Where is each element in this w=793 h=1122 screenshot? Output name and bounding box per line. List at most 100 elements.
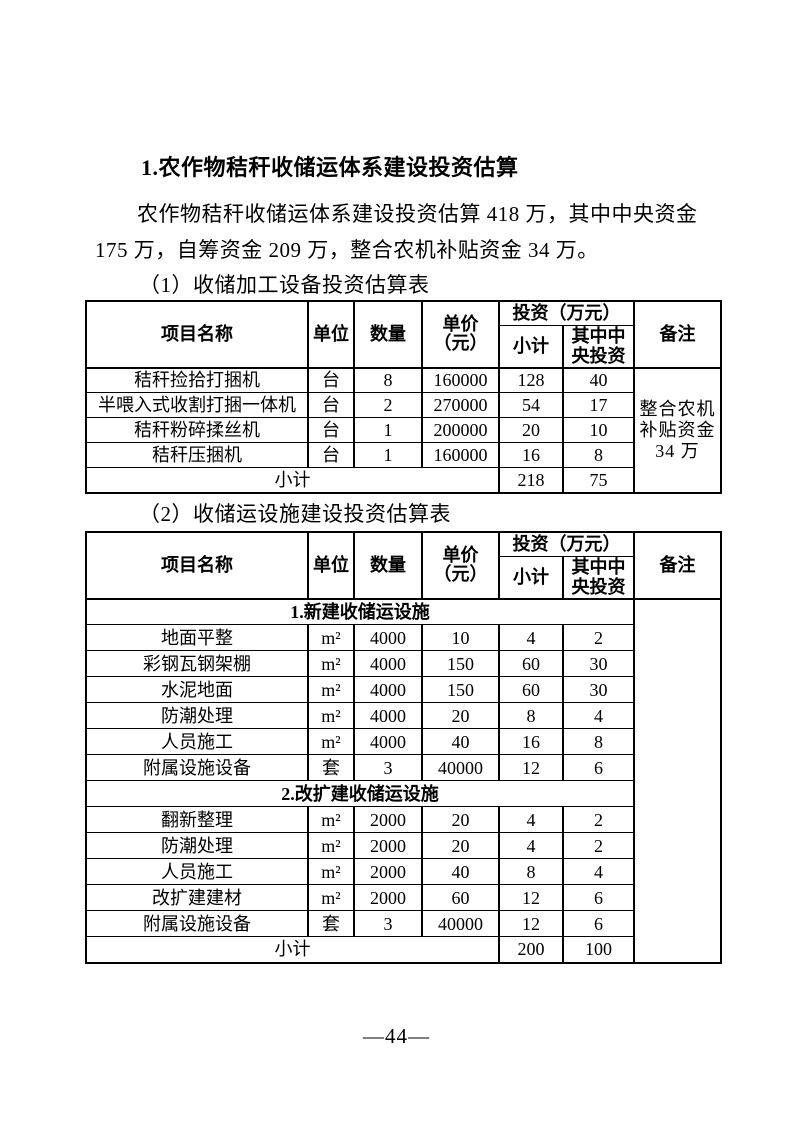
project-name-cell: 人员施工: [85, 728, 309, 756]
col-header-quantity: 数量: [353, 531, 423, 600]
unit-price-cell: 160000: [421, 442, 500, 469]
col-header-subtotal: 小计: [498, 555, 564, 600]
subtotal-row: 小计 218 75: [85, 467, 721, 494]
quantity-cell: 1: [353, 417, 423, 444]
table1-caption: （1）收储加工设备投资估算表: [139, 273, 430, 297]
page-number: —44—: [363, 1024, 430, 1048]
unit-price-cell: 270000: [421, 392, 500, 419]
section-row: 2.改扩建收储运设施: [85, 780, 721, 808]
table2-header: 项目名称 单位 数量 单价 （元） 投资（万元） 备注 小计 其中中央投资: [85, 531, 722, 600]
subtotal-cell: 60: [498, 676, 564, 704]
data-row: 防潮处理 m² 2000 20 4 2: [85, 832, 721, 860]
quantity-cell: 8: [353, 366, 423, 394]
header-row: 项目名称 单位 数量 单价 （元） 投资（万元） 备注: [85, 300, 722, 369]
central-investment-cell: 2: [562, 806, 635, 834]
data-row: 秸秆捡拾打捆机台 8 160000 128 40 整合农机补贴资金 34 万: [85, 366, 722, 494]
unit-price-label-top: 单价: [442, 313, 479, 334]
quantity-cell: 2000: [353, 858, 423, 886]
project-name-cell: 地面平整: [85, 624, 309, 652]
unit-price-cell: 40: [421, 858, 500, 886]
quantity-cell: 2000: [353, 806, 423, 834]
subtotal-central-value: 75: [562, 467, 635, 494]
remark-cell: [633, 597, 722, 964]
unit-cell: 台: [307, 417, 355, 444]
project-name-cell: 改扩建建材: [85, 884, 309, 912]
data-row: 秸秆压捆机台 1 160000 16 8: [85, 442, 721, 469]
central-investment-cell: 2: [562, 832, 635, 860]
unit-cell: 台: [307, 442, 355, 469]
col-header-remark: 备注: [633, 300, 722, 369]
quantity-cell: 4000: [353, 650, 423, 678]
project-name-cell: 彩钢瓦钢架棚: [85, 650, 309, 678]
unit-cell: 套: [307, 754, 355, 782]
unit-price-cell: 200000: [421, 417, 500, 444]
central-investment-cell: 6: [562, 910, 635, 938]
project-name-cell: 翻新整理: [85, 806, 309, 834]
subtotal-cell: 8: [498, 858, 564, 886]
unit-price-cell: 10: [421, 624, 500, 652]
data-row: 防潮处理 m² 4000 20 8 4: [85, 702, 721, 730]
project-name-cell: 附属设施设备: [85, 910, 309, 938]
unit-cell: m²: [307, 832, 355, 860]
subtotal-cell: 20: [498, 417, 564, 444]
subtotal-central-value: 100: [562, 936, 635, 964]
unit-price-cell: 20: [421, 702, 500, 730]
central-investment-cell: 17: [562, 392, 635, 419]
section-label: 2.改扩建收储运设施: [85, 780, 635, 808]
col-header-remark: 备注: [633, 531, 722, 600]
central-investment-cell: 2: [562, 624, 635, 652]
subtotal-total-value: 218: [498, 467, 564, 494]
quantity-cell: 2000: [353, 832, 423, 860]
central-investment-cell: 4: [562, 702, 635, 730]
body-paragraph-line-1: 农作物秸秆收储运体系建设投资估算 418 万，其中中央资金: [137, 202, 698, 226]
data-row: 改扩建建材 m² 2000 60 12 6: [85, 884, 721, 912]
subtotal-cell: 8: [498, 702, 564, 730]
unit-price-label-bottom: （元）: [433, 333, 488, 354]
quantity-cell: 2000: [353, 884, 423, 912]
subtotal-row: 小计 200 100: [85, 936, 721, 964]
central-investment-cell: 6: [562, 754, 635, 782]
remark-cell: 整合农机补贴资金 34 万: [633, 366, 722, 494]
project-name-cell: 防潮处理: [85, 702, 309, 730]
project-name-cell: 水泥地面: [85, 676, 309, 704]
equipment-investment-table: 项目名称 单位 数量 单价 （元） 投资（万元） 备注 小计 其中中央投资 秸秆…: [85, 300, 722, 494]
quantity-cell: 3: [353, 910, 423, 938]
header-subrow: 小计 其中中央投资: [86, 324, 721, 369]
central-investment-cell: 40: [562, 366, 635, 394]
subtotal-cell: 60: [498, 650, 564, 678]
subtotal-cell: 4: [498, 806, 564, 834]
unit-price-cell: 150: [421, 676, 500, 704]
subtotal-cell: 12: [498, 754, 564, 782]
quantity-cell: 4000: [353, 702, 423, 730]
project-name-cell: 防潮处理: [85, 832, 309, 860]
subtotal-cell: 4: [498, 624, 564, 652]
unit-cell: m²: [307, 858, 355, 886]
col-header-unit-price: 单价 （元）: [421, 531, 500, 600]
project-name-cell: 秸秆捡拾打捆机: [85, 366, 309, 394]
data-row: 附属设施设备套 3 40000 12 6: [85, 910, 721, 938]
facility-investment-table: 项目名称 单位 数量 单价 （元） 投资（万元） 备注 小计 其中中央投资 1.…: [85, 531, 722, 964]
unit-cell: 台: [307, 366, 355, 394]
col-header-subtotal: 小计: [498, 324, 564, 369]
subtotal-cell: 54: [498, 392, 564, 419]
unit-price-cell: 160000: [421, 366, 500, 394]
unit-price-cell: 150: [421, 650, 500, 678]
unit-cell: 台: [307, 392, 355, 419]
data-row: 彩钢瓦钢架棚 m² 4000 150 60 30: [85, 650, 721, 678]
quantity-cell: 4000: [353, 728, 423, 756]
central-investment-cell: 8: [562, 728, 635, 756]
unit-cell: m²: [307, 884, 355, 912]
data-row: 半喂入式收割打捆一体机台 2 270000 54 17: [85, 392, 721, 419]
col-header-unit: 单位: [307, 300, 355, 369]
col-header-project-name: 项目名称: [85, 531, 309, 600]
col-header-quantity: 数量: [353, 300, 423, 369]
body-paragraph-line-2: 175 万，自筹资金 209 万，整合农机补贴资金 34 万。: [95, 238, 599, 262]
unit-price-label-top: 单价: [442, 544, 479, 565]
data-row: 附属设施设备套 3 40000 12 6: [85, 754, 721, 782]
unit-price-label-bottom: （元）: [433, 564, 488, 585]
table2-body: 1.新建收储运设施 地面平整 m² 4000 10 4 2 彩钢瓦钢架棚 m² 4000 150 60…: [85, 597, 722, 964]
quantity-cell: 4000: [353, 624, 423, 652]
quantity-cell: 2: [353, 392, 423, 419]
col-header-project-name: 项目名称: [85, 300, 309, 369]
